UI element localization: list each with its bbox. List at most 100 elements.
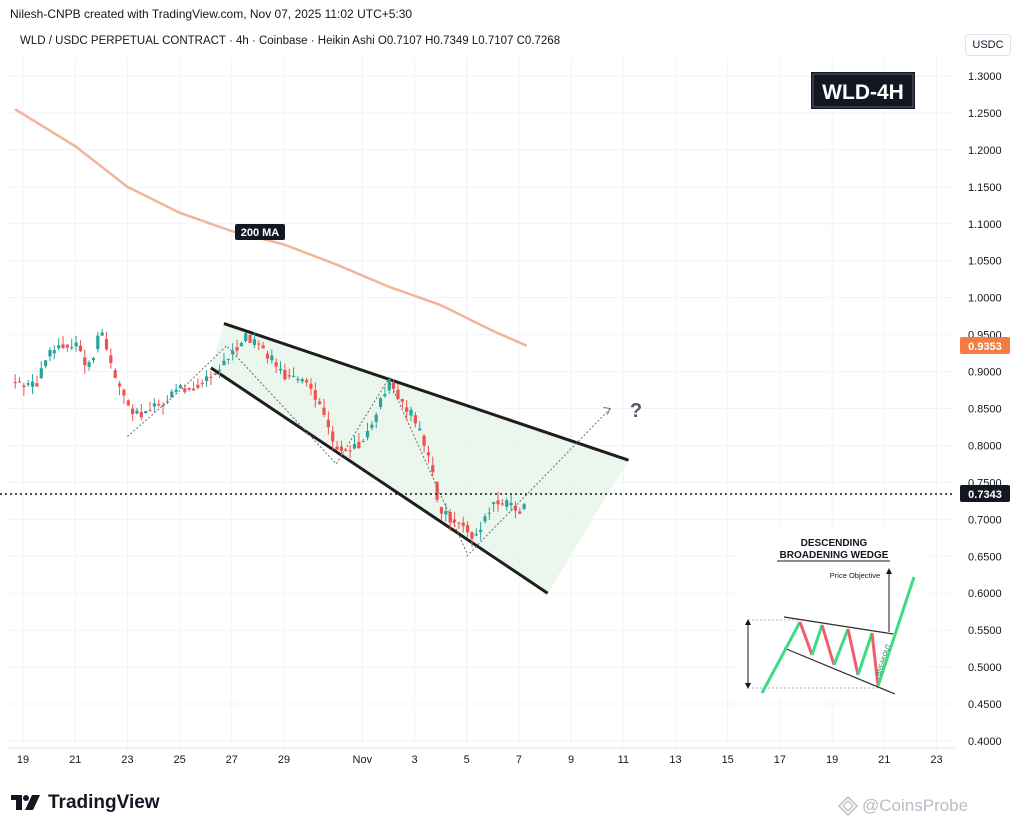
candle-body — [309, 383, 313, 389]
candle-body — [39, 368, 43, 379]
candle-body — [57, 345, 61, 349]
candle-body — [496, 500, 500, 505]
candle-body — [365, 430, 370, 438]
candle-body — [383, 394, 387, 397]
candle-body — [218, 369, 222, 371]
candle-body — [431, 465, 435, 473]
candle-body — [426, 452, 431, 456]
candle-body — [452, 519, 457, 523]
x-tick-label: 7 — [516, 754, 522, 766]
candle-body — [252, 339, 257, 345]
y-tick-label: 0.9000 — [968, 367, 1002, 379]
candle-body — [109, 355, 113, 364]
candle-body — [239, 343, 243, 347]
tradingview-logo[interactable]: TradingView — [10, 792, 160, 814]
y-tick-label: 1.2000 — [968, 145, 1002, 157]
candle-body — [435, 481, 439, 500]
candle-body — [226, 359, 230, 361]
ma-label: 200 MA — [235, 224, 285, 240]
x-tick-label: 25 — [173, 754, 185, 766]
x-tick-label: 9 — [568, 754, 574, 766]
x-tick-label: 19 — [17, 754, 29, 766]
candle-body — [196, 384, 200, 388]
tradingview-logo-text: TradingView — [48, 792, 160, 813]
candle-body — [35, 383, 39, 387]
y-tick-label: 0.4000 — [968, 736, 1002, 748]
candle-body — [157, 403, 161, 406]
inset-title-line1: DESCENDING — [801, 538, 868, 549]
candle-body — [448, 512, 452, 523]
ma-label-text: 200 MA — [241, 227, 280, 239]
candle-body — [139, 411, 143, 418]
inset-price-objective: Price Objective — [830, 571, 880, 580]
candle-body — [396, 389, 400, 399]
candle-body — [265, 353, 270, 359]
y-tick-label: 0.6500 — [968, 551, 1002, 563]
candle-body — [291, 375, 296, 377]
timeframe-badge: WLD-4H — [811, 72, 915, 109]
candle-body — [313, 390, 317, 400]
candles — [13, 328, 526, 547]
candle-body — [222, 360, 226, 366]
time-axis[interactable]: 19 21 23 25 27 29 Nov 3 5 7 9 11 13 15 17 19 21 23 — [8, 747, 955, 766]
x-tick-label: 15 — [722, 754, 734, 766]
candle-body — [117, 383, 122, 387]
candle-body — [135, 410, 139, 414]
candle-body — [392, 382, 396, 389]
x-tick-label: 13 — [669, 754, 681, 766]
candle-body — [318, 401, 322, 405]
wedge-fill — [210, 323, 629, 594]
candle-body — [339, 446, 344, 451]
candle-body — [100, 332, 104, 336]
candle-body — [400, 399, 404, 402]
candle-body — [374, 414, 378, 422]
candle-body — [187, 387, 191, 390]
candle-body — [439, 507, 444, 514]
candle-body — [113, 370, 117, 379]
y-tick-label: 1.2500 — [968, 108, 1002, 120]
candle-body — [470, 532, 474, 539]
candle-body — [44, 360, 48, 367]
candle-body — [274, 362, 278, 367]
candle-body — [126, 400, 130, 406]
x-tick-label: 21 — [878, 754, 890, 766]
ma-price-tag-text: 0.9353 — [968, 341, 1002, 353]
y-tick-label: 1.1500 — [968, 182, 1002, 194]
wedge-pattern — [210, 322, 630, 595]
candle-body — [518, 511, 522, 514]
candle-body — [348, 450, 352, 452]
x-tick-label: 27 — [226, 754, 238, 766]
y-tick-label: 0.4500 — [968, 699, 1002, 711]
price-axis[interactable]: 1.3000 1.2500 1.2000 1.1500 1.1000 1.0500 1.00… — [968, 71, 1002, 748]
candle-body — [444, 511, 448, 515]
candle-body — [300, 379, 304, 382]
candle-body — [83, 357, 87, 366]
candle-body — [418, 428, 422, 431]
y-tick-label: 1.0000 — [968, 293, 1002, 305]
candle-body — [91, 357, 96, 361]
candle-body — [183, 388, 187, 392]
candle-body — [78, 345, 83, 352]
x-tick-label: 21 — [69, 754, 81, 766]
badge-label: WLD-4H — [822, 81, 904, 104]
watermark-name: CoinsProbe — [879, 796, 969, 815]
candle-body — [370, 424, 374, 428]
symbol-legend: WLD / USDC PERPETUAL CONTRACT · 4h · Coi… — [20, 35, 561, 47]
candle-body — [61, 344, 65, 348]
candle-body — [231, 350, 235, 355]
y-tick-label: 0.6000 — [968, 588, 1002, 600]
candle-body — [22, 385, 26, 388]
candle-body — [70, 347, 74, 349]
coinsprobe-icon — [838, 796, 858, 816]
candle-body — [509, 502, 513, 506]
candle-body — [144, 411, 148, 414]
wedge-lower-trendline — [210, 366, 549, 595]
candle-body — [357, 441, 361, 449]
candle-body — [200, 382, 204, 384]
y-tick-label: 1.1000 — [968, 219, 1002, 231]
y-tick-label: 0.7000 — [968, 514, 1002, 526]
candle-body — [213, 373, 217, 375]
currency-unit-button[interactable]: USDC — [965, 34, 1011, 56]
current-price-tag: 0.7343 — [960, 485, 1010, 502]
